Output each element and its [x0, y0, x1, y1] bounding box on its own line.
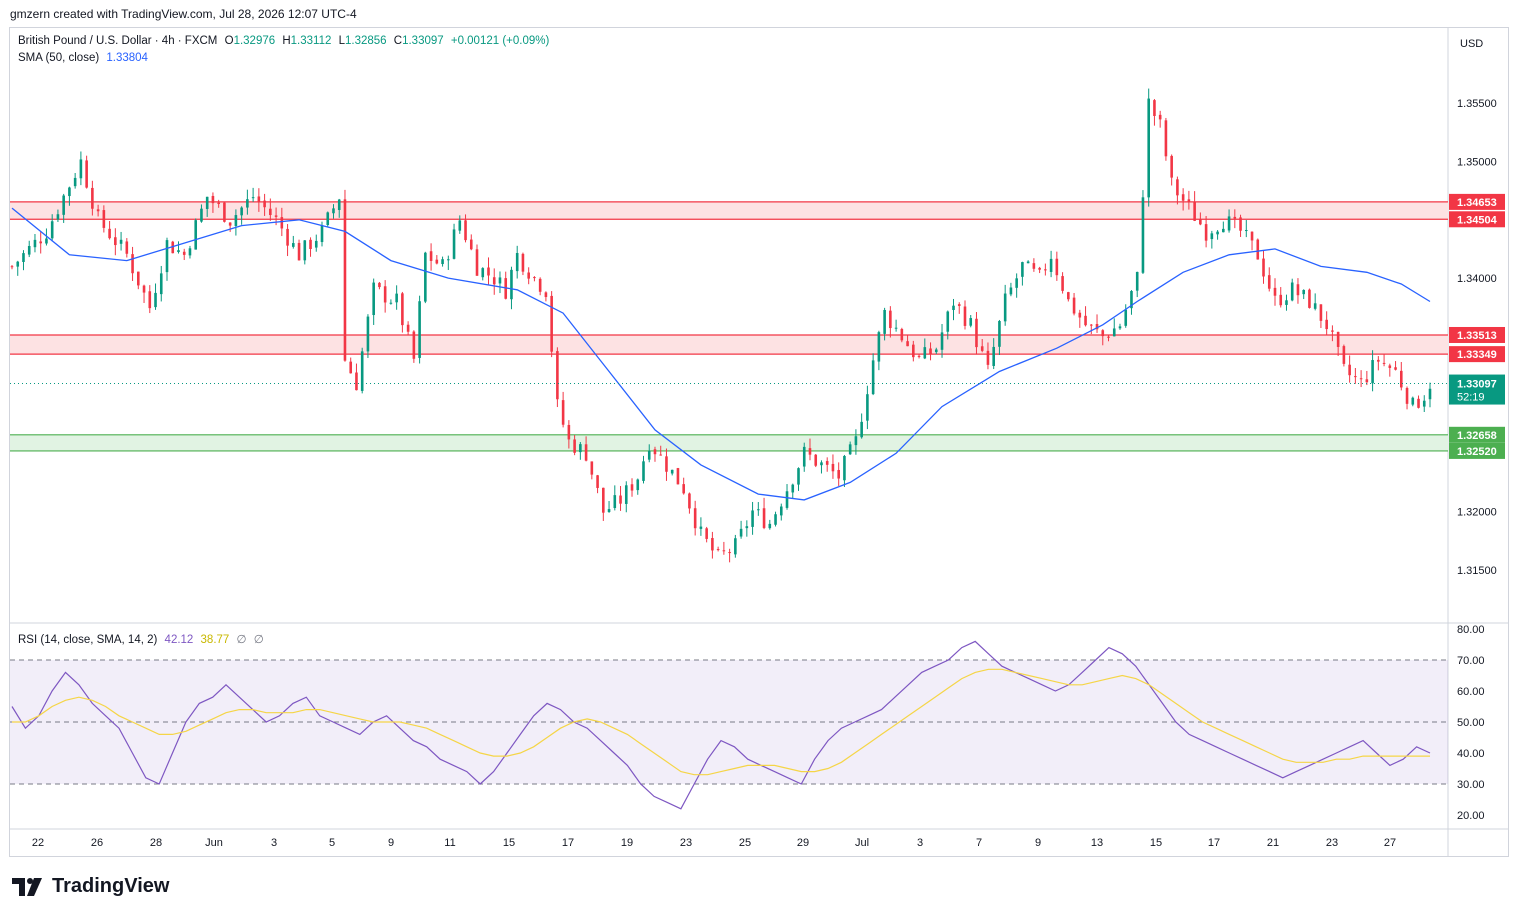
- rsi-extra-1: ∅: [236, 634, 247, 646]
- chart-frame: [9, 27, 1509, 857]
- symbol-label[interactable]: British Pound / U.S. Dollar · 4h · FXCM: [18, 35, 218, 47]
- low-label: L: [338, 35, 345, 47]
- sma-value: 1.33804: [106, 52, 148, 64]
- open-label: O: [224, 35, 234, 47]
- change-value: +0.00121 (+0.09%): [450, 35, 550, 47]
- close-value: 1.33097: [402, 35, 444, 47]
- sma-legend: SMA (50, close) 1.33804: [18, 52, 152, 64]
- rsi-value: 42.12: [164, 634, 194, 646]
- tradingview-logo-icon: [12, 877, 42, 896]
- rsi-legend: RSI (14, close, SMA, 14, 2) 42.12 38.77 …: [18, 632, 268, 646]
- high-value: 1.33112: [290, 35, 332, 47]
- open-value: 1.32976: [233, 35, 276, 47]
- rsi-label[interactable]: RSI (14, close, SMA, 14, 2): [18, 634, 158, 646]
- high-label: H: [282, 35, 291, 47]
- rsi-sma-value: 38.77: [200, 634, 230, 646]
- low-value: 1.32856: [344, 35, 387, 47]
- rsi-extra-2: ∅: [253, 634, 264, 646]
- price-legend: British Pound / U.S. Dollar · 4h · FXCM …: [18, 35, 553, 47]
- close-label: C: [393, 35, 403, 47]
- tradingview-logo: TradingView: [12, 875, 169, 898]
- chart-credit: gmzern created with TradingView.com, Jul…: [10, 7, 357, 21]
- sma-label[interactable]: SMA (50, close): [18, 52, 100, 64]
- currency-label[interactable]: USD: [1460, 38, 1484, 50]
- brand-name: TradingView: [52, 875, 170, 897]
